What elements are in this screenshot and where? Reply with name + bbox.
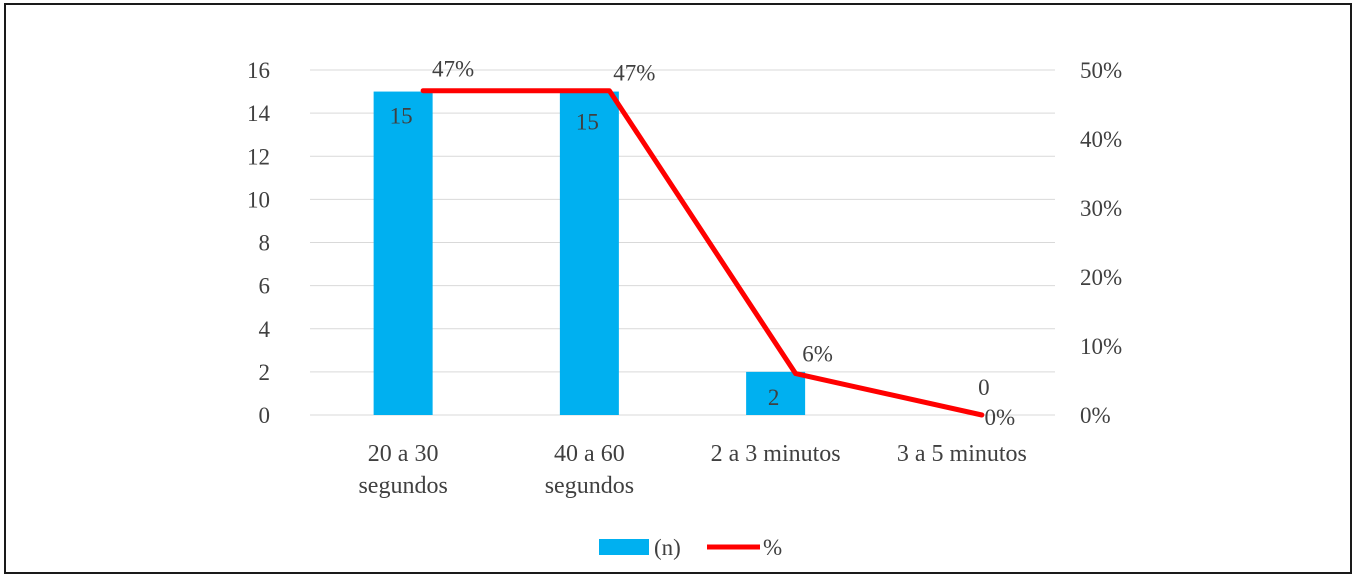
- legend-label-line: %: [763, 535, 782, 560]
- line-data-label: 47%: [432, 57, 474, 82]
- right-tick-label: 10%: [1080, 334, 1122, 359]
- bar: [746, 371, 806, 415]
- left-tick-label: 16: [247, 58, 270, 83]
- category-label: 40 a 60: [554, 441, 625, 467]
- right-tick-label: 40%: [1080, 127, 1122, 152]
- bar-series: [373, 91, 806, 415]
- right-tick-label: 0%: [1080, 403, 1111, 428]
- chart-frame: [4, 3, 1352, 574]
- category-label: segundos: [358, 473, 447, 499]
- right-tick-label: 30%: [1080, 196, 1122, 221]
- category-label: 2 a 3 minutos: [711, 441, 841, 467]
- left-tick-label: 8: [259, 231, 271, 256]
- category-axis-labels: 20 a 30 segundos 40 a 60 segundos 2 a 3 minu…: [358, 441, 1026, 499]
- category-label: segundos: [545, 473, 634, 499]
- left-tick-label: 14: [247, 101, 271, 126]
- left-tick-label: 10: [247, 187, 270, 212]
- right-tick-label: 50%: [1080, 58, 1122, 83]
- left-tick-label: 0: [259, 403, 271, 428]
- line-data-label: 47%: [613, 61, 655, 86]
- bar: [373, 91, 433, 415]
- category-label: 3 a 5 minutos: [897, 441, 1027, 467]
- left-tick-label: 2: [259, 360, 271, 385]
- left-axis-ticks: 0 2 4 6 8 10 12 14 16: [247, 58, 271, 428]
- bar-data-label: 15: [390, 104, 413, 129]
- bar-data-label: 0: [978, 375, 990, 400]
- percent-line: [420, 88, 985, 418]
- left-tick-label: 4: [259, 317, 271, 342]
- right-tick-label: 20%: [1080, 265, 1122, 290]
- data-labels: 15 15 2 0 47% 47% 6% 0%: [390, 57, 1016, 430]
- line-data-label: 0%: [985, 405, 1016, 430]
- right-axis-ticks: 0% 10% 20% 30% 40% 50%: [1080, 58, 1122, 428]
- legend-label-bar: (n): [654, 535, 681, 560]
- legend-swatch-bar: [599, 539, 649, 555]
- left-tick-label: 12: [247, 144, 270, 169]
- line-data-label: 6%: [802, 342, 833, 367]
- bar-data-label: 2: [768, 385, 780, 410]
- legend: (n)%: [599, 535, 782, 560]
- left-tick-label: 6: [259, 274, 271, 299]
- bar: [559, 91, 619, 415]
- line-series: [420, 88, 985, 418]
- bar-data-label: 15: [576, 110, 599, 135]
- category-label: 20 a 30: [368, 441, 439, 467]
